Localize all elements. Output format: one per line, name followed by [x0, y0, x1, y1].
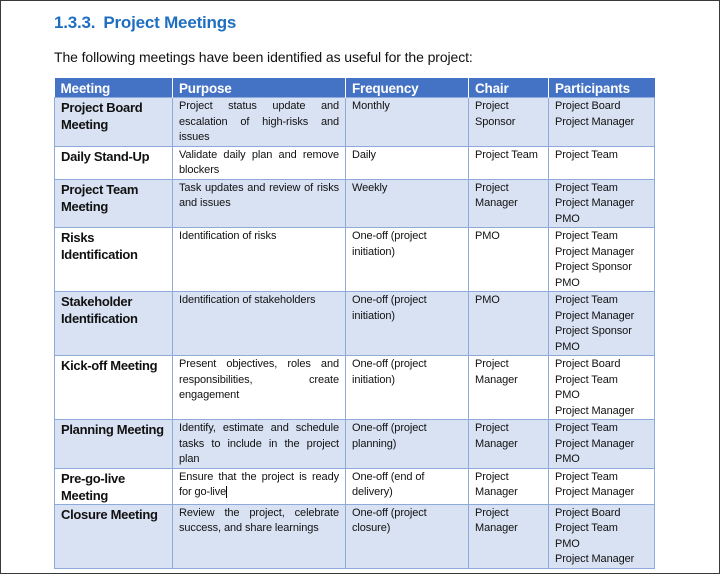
participants-cell: Project Team Project Manager PMO: [548, 178, 655, 228]
table-row: Stakeholder Identification Identificatio…: [54, 291, 655, 356]
table-row: Kick-off Meeting Present objectives, rol…: [54, 355, 655, 420]
frequency-cell: One-off (project initiation): [345, 227, 469, 292]
participant: Project Board: [555, 358, 621, 370]
participant: Project Manager: [555, 197, 635, 209]
purpose-cell: Project status update and escalation of …: [172, 97, 346, 147]
purpose-cell: Task updates and review of risks and iss…: [172, 178, 346, 228]
header-purpose: Purpose: [172, 78, 346, 98]
section-number: 1.3.3.: [54, 13, 96, 32]
participant: Project Team: [555, 294, 618, 306]
chair-cell: Project Manager: [468, 178, 549, 228]
meeting-cell: Risks Identification: [54, 227, 173, 292]
table-row: Closure Meeting Review the project, cele…: [54, 503, 655, 569]
participant: Project Team: [555, 522, 618, 534]
participant: PMO: [555, 453, 580, 465]
purpose-text[interactable]: Ensure that the project is ready for go-…: [179, 470, 339, 498]
chair-cell: Project Manager: [468, 355, 549, 420]
meeting-cell: Closure Meeting: [54, 503, 173, 569]
chair-cell: Project Sponsor: [468, 97, 549, 147]
participants-cell: Project Team Project Manager Project Spo…: [548, 227, 655, 292]
participants-cell: Project Board Project Team PMO Project M…: [548, 355, 655, 420]
table-row: Planning Meeting Identify, estimate and …: [54, 419, 655, 469]
chair-cell: Project Team: [468, 145, 549, 180]
header-frequency: Frequency: [345, 78, 469, 98]
table-row: Pre-go-live Meeting Ensure that the proj…: [54, 467, 655, 505]
chair-cell: Project Manager: [468, 503, 549, 569]
chair-cell: PMO: [468, 227, 549, 292]
purpose-cell: Identification of stakeholders: [172, 291, 346, 356]
participant: PMO: [555, 212, 580, 225]
section-heading: 1.3.3. Project Meetings: [54, 13, 236, 33]
frequency-cell: One-off (project initiation): [345, 291, 469, 356]
purpose-cell: Ensure that the project is ready for go-…: [172, 467, 346, 505]
participant: Project Sponsor: [555, 325, 632, 337]
meeting-cell: Project Board Meeting: [54, 97, 173, 147]
table-header-row: Meeting Purpose Frequency Chair Particip…: [54, 78, 655, 98]
frequency-cell: One-off (end of delivery): [345, 467, 469, 505]
purpose-cell: Identify, estimate and schedule tasks to…: [172, 419, 346, 469]
chair-cell: Project Manager: [468, 467, 549, 505]
section-title: Project Meetings: [103, 13, 237, 32]
participant: PMO: [555, 389, 580, 401]
participants-cell: Project Board Project Team PMO Project M…: [548, 503, 655, 569]
frequency-cell: Weekly: [345, 178, 469, 228]
participants-cell: Project Team: [548, 145, 655, 180]
table-row: Project Team Meeting Task updates and re…: [54, 178, 655, 228]
meeting-cell: Daily Stand-Up: [54, 145, 173, 180]
chair-cell: PMO: [468, 291, 549, 356]
participant: Project Team: [555, 230, 618, 242]
participant: Project Manager: [555, 115, 635, 128]
participant: PMO: [555, 276, 580, 289]
frequency-cell: One-off (project planning): [345, 419, 469, 469]
participant: Project Manager: [555, 486, 635, 498]
participant: Project Team: [555, 373, 618, 386]
table-row: Daily Stand-Up Validate daily plan and r…: [54, 145, 655, 180]
participant: Project Manager: [555, 437, 635, 450]
participant: Project Board: [555, 100, 621, 112]
participant: Project Manager: [555, 245, 635, 258]
frequency-cell: Monthly: [345, 97, 469, 147]
participants-cell: Project Board Project Manager: [548, 97, 655, 147]
meetings-table: Meeting Purpose Frequency Chair Particip…: [54, 78, 655, 569]
table-row: Risks Identification Identification of r…: [54, 227, 655, 292]
participants-cell: Project Team Project Manager: [548, 467, 655, 505]
intro-paragraph: The following meetings have been identif…: [54, 49, 473, 65]
meeting-cell: Project Team Meeting: [54, 178, 173, 228]
meeting-cell: Stakeholder Identification: [54, 291, 173, 356]
participant: Project Board: [555, 506, 621, 519]
purpose-cell: Review the project, celebrate success, a…: [172, 503, 346, 569]
participant: Project Team: [555, 148, 618, 161]
header-meeting: Meeting: [54, 78, 173, 98]
participant: Project Manager: [555, 404, 635, 417]
frequency-cell: One-off (project initiation): [345, 355, 469, 420]
meeting-cell: Planning Meeting: [54, 419, 173, 469]
header-chair: Chair: [468, 78, 549, 98]
frequency-cell: One-off (project closure): [345, 503, 469, 569]
participant: Project Manager: [555, 309, 635, 322]
meeting-cell: Kick-off Meeting: [54, 355, 173, 420]
participant: PMO: [555, 340, 580, 353]
participant: Project Sponsor: [555, 261, 632, 273]
participants-cell: Project Team Project Manager Project Spo…: [548, 291, 655, 356]
participant: Project Manager: [555, 553, 635, 565]
frequency-cell: Daily: [345, 145, 469, 180]
purpose-cell: Present objectives, roles and responsibi…: [172, 355, 346, 420]
participant: Project Team: [555, 470, 618, 483]
header-participants: Participants: [548, 78, 655, 98]
participants-cell: Project Team Project Manager PMO: [548, 419, 655, 469]
table-row: Project Board Meeting Project status upd…: [54, 97, 655, 147]
purpose-cell: Identification of risks: [172, 227, 346, 292]
purpose-cell: Validate daily plan and remove blockers: [172, 145, 346, 180]
chair-cell: Project Manager: [468, 419, 549, 469]
participant: PMO: [555, 537, 580, 550]
participant: Project Team: [555, 181, 618, 194]
participant: Project Team: [555, 422, 618, 434]
meeting-cell: Pre-go-live Meeting: [54, 467, 173, 505]
